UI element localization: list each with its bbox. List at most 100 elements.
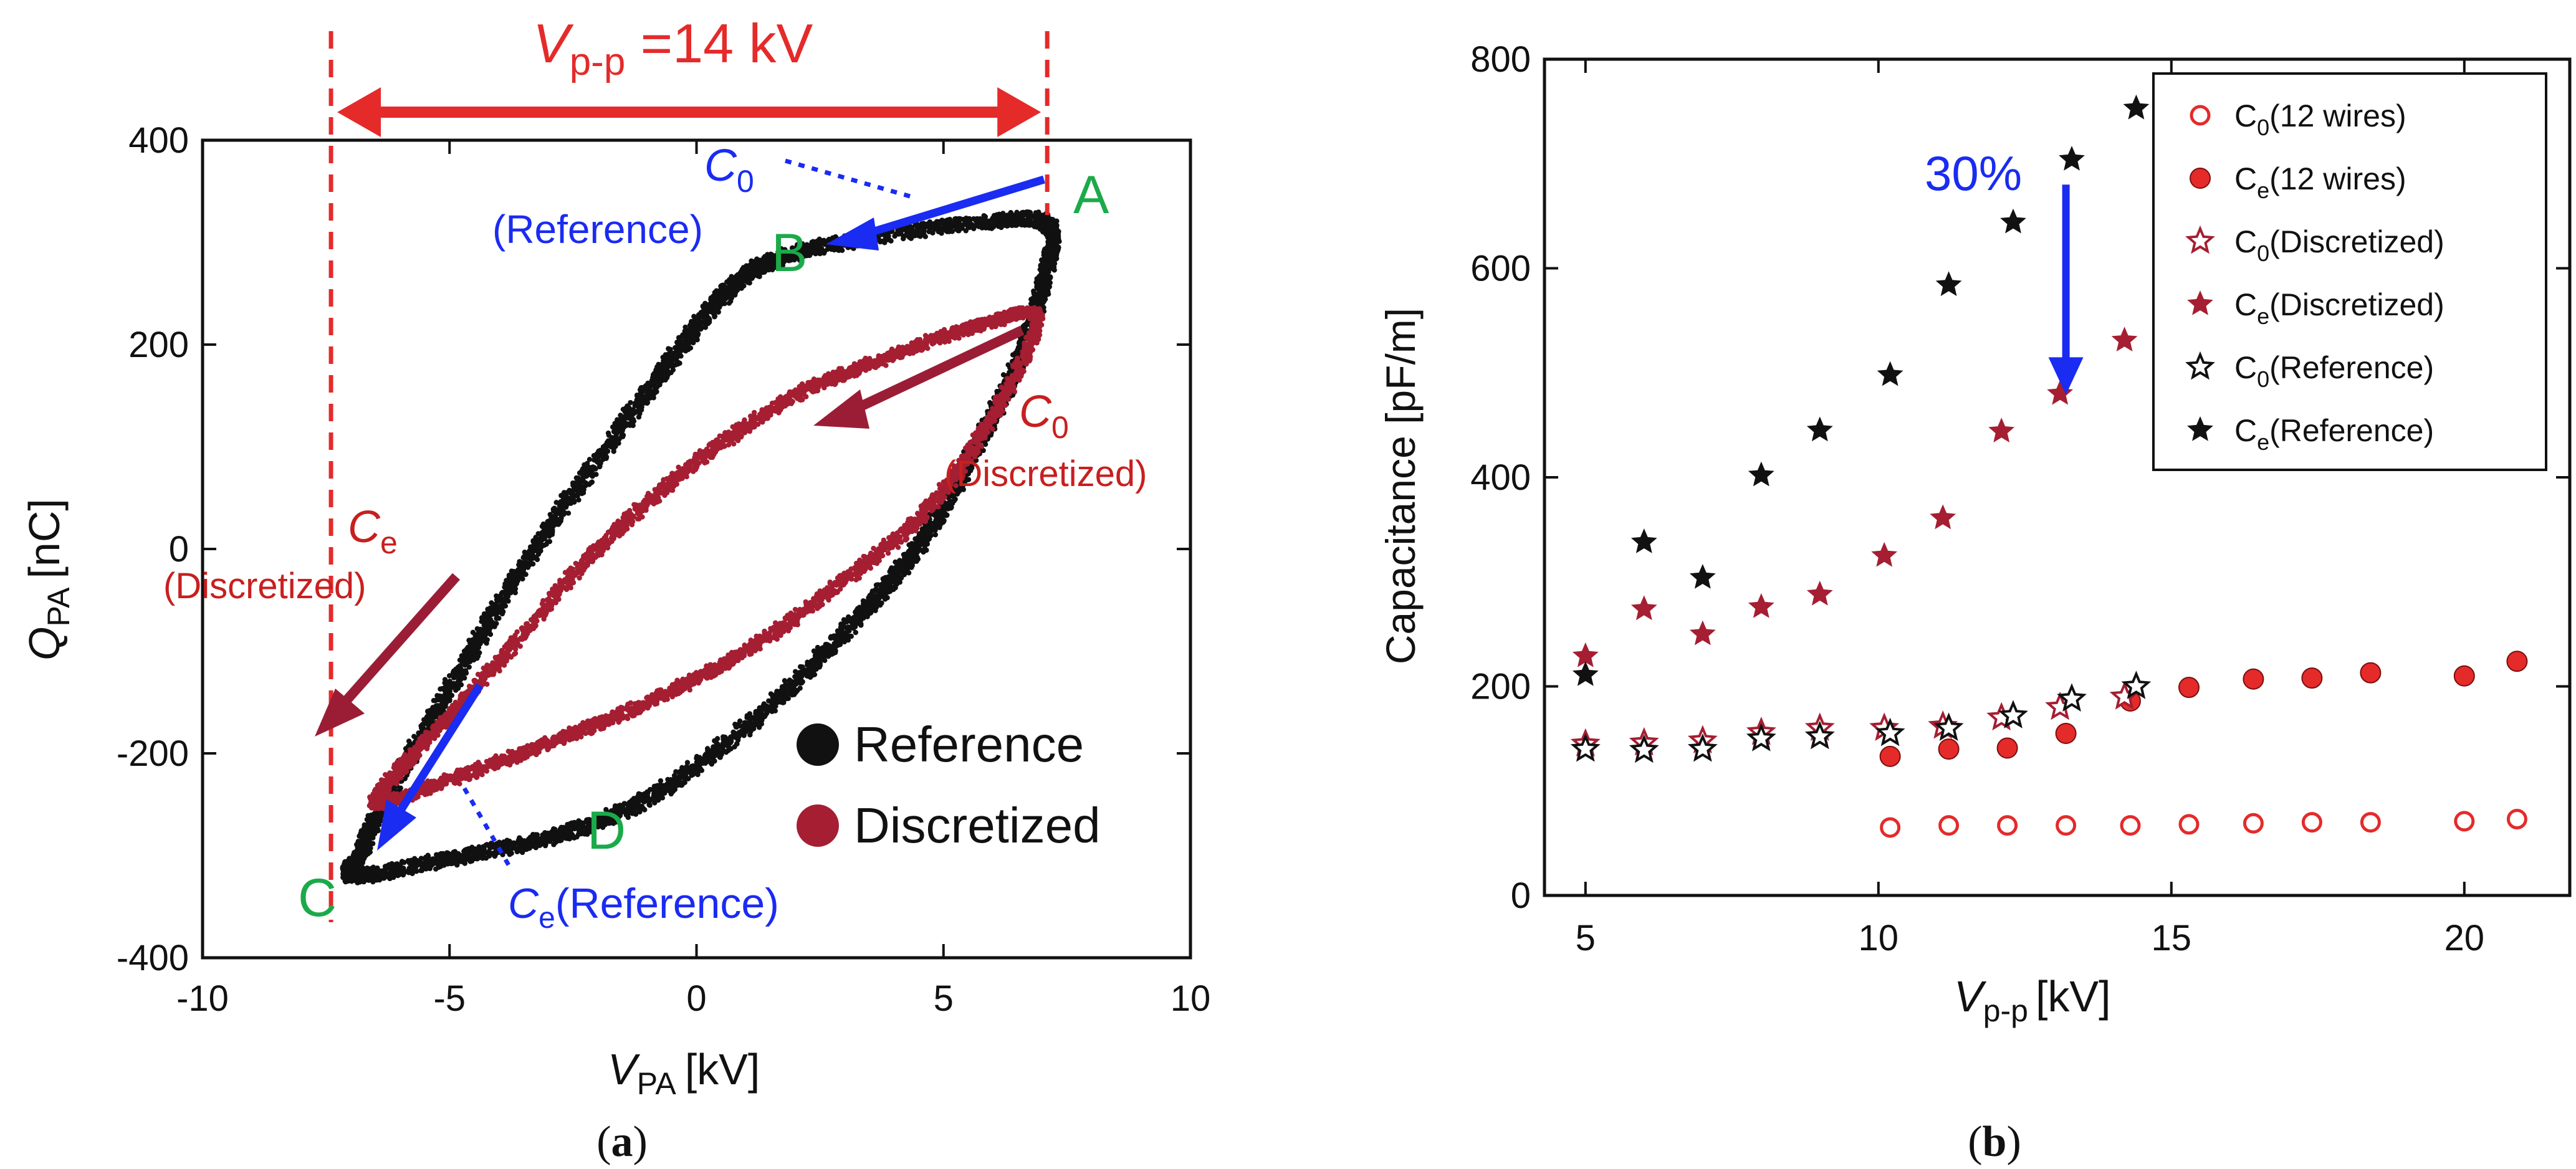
a-scatter-layer: [340, 209, 1062, 885]
scatter-dot: [552, 826, 558, 833]
scatter-dot: [723, 739, 729, 745]
scatter-dot: [631, 804, 638, 810]
scatter-dot: [645, 790, 651, 796]
scatter-dot: [1026, 209, 1032, 215]
scatter-dot: [374, 875, 380, 880]
scatter-dot: [448, 852, 453, 857]
scatter-dot: [950, 220, 955, 226]
scatter-dot: [524, 562, 530, 568]
scatter-dot: [998, 224, 1004, 231]
scatter-dot: [720, 748, 725, 755]
scatter-dot: [919, 533, 925, 539]
scatter-dot: [730, 283, 735, 289]
scatter-dot: [386, 865, 392, 871]
scatter-dot: [633, 810, 638, 816]
scatter-dot: [611, 449, 616, 454]
scatter-dot: [898, 568, 904, 573]
scatter-dot: [391, 873, 396, 879]
scatter-dot: [369, 876, 375, 882]
scatter-dot: [658, 778, 664, 784]
scatter-dot: [1013, 212, 1020, 218]
scatter-dot: [841, 630, 847, 636]
scatter-dot: [589, 826, 595, 832]
scatter-dot: [612, 423, 618, 429]
scatter-dot: [866, 598, 872, 603]
scatter-dot: [586, 822, 592, 828]
scatter-dot: [504, 837, 510, 843]
scatter-dot: [558, 831, 564, 837]
scatter-dot: [550, 514, 555, 520]
scatter-dot: [808, 665, 814, 670]
scatter-dot: [514, 846, 520, 852]
scatter-dot: [520, 555, 526, 561]
scatter-dot: [824, 650, 830, 656]
scatter-dot: [562, 504, 567, 510]
scatter-dot: [677, 776, 682, 782]
scatter-dot: [939, 219, 944, 225]
scatter-dot: [929, 522, 935, 528]
scatter-dot: [670, 780, 676, 786]
scatter-dot: [530, 539, 536, 545]
scatter-dot: [922, 234, 928, 239]
scatter-dot: [621, 424, 626, 431]
scatter-dot: [728, 738, 734, 745]
scatter-dot: [916, 230, 922, 236]
scatter-dot: [568, 833, 575, 838]
scatter-dot: [535, 550, 542, 555]
scatter-dot: [886, 233, 891, 239]
scatter-dot: [600, 820, 606, 826]
scatter-dot: [517, 835, 522, 841]
scatter-dot: [557, 827, 563, 833]
scatter-dot: [1038, 272, 1044, 278]
scatter-dot: [529, 843, 534, 849]
scatter-dot: [1036, 209, 1041, 215]
scatter-dot: [376, 868, 381, 874]
scatter-dot: [910, 548, 916, 553]
scatter-dot: [454, 861, 460, 867]
scatter-dot: [689, 763, 694, 770]
scatter-dot: [621, 801, 627, 806]
scatter-dot: [966, 217, 972, 223]
scatter-dot: [932, 532, 938, 538]
scatter-dot: [380, 871, 386, 877]
scatter-dot: [564, 499, 570, 504]
scatter-dot: [697, 325, 704, 330]
scatter-dot: [451, 856, 457, 862]
scatter-dot: [626, 811, 631, 816]
scatter-dot: [401, 859, 407, 866]
scatter-dot: [413, 866, 418, 872]
scatter-dot: [797, 685, 803, 691]
scatter-dot: [684, 760, 691, 765]
scatter-dot: [1040, 223, 1046, 229]
scatter-dot: [676, 351, 682, 357]
scatter-dot: [822, 240, 828, 246]
scatter-dot: [687, 322, 693, 328]
scatter-dot: [596, 448, 601, 454]
scatter-dot: [636, 414, 642, 420]
scatter-dot: [764, 703, 770, 709]
scatter-dot: [826, 644, 832, 649]
scatter-dot: [424, 864, 431, 870]
scatter-dot: [627, 415, 633, 421]
scatter-dot: [518, 847, 524, 854]
scatter-dot: [882, 240, 888, 246]
scatter-dot: [1049, 255, 1055, 261]
scatter-dot: [762, 712, 768, 718]
scatter-dot: [737, 718, 743, 724]
scatter-dot: [587, 457, 593, 462]
scatter-dot: [425, 852, 431, 858]
scatter-dot: [955, 225, 961, 231]
scatter-dot: [613, 432, 620, 437]
scatter-dot: [574, 487, 580, 492]
scatter-dot: [587, 465, 592, 470]
scatter-dot: [669, 350, 674, 356]
scatter-dot: [434, 852, 440, 858]
scatter-dot: [663, 785, 669, 790]
scatter-dot: [714, 736, 721, 742]
scatter-dot: [771, 697, 777, 703]
scatter-dot: [922, 543, 927, 549]
scatter-dot: [788, 689, 794, 695]
scatter-dot: [757, 705, 762, 711]
scatter-dot: [1045, 285, 1051, 291]
